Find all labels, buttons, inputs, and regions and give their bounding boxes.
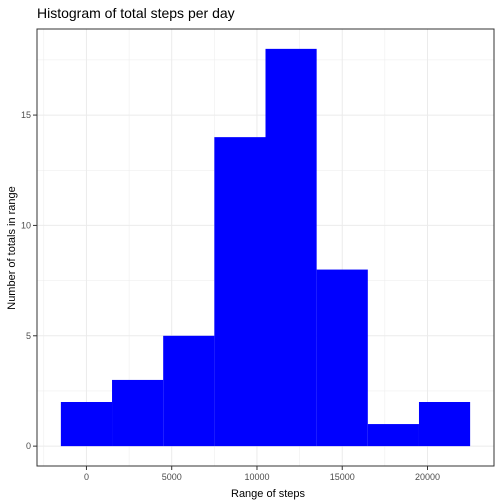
histogram-bar: [214, 137, 266, 447]
x-tick-label: 15000: [330, 472, 355, 482]
axes: 0 5000 10000 15000 20000 0 5 10 15: [21, 110, 440, 482]
x-tick-label: 5000: [162, 472, 182, 482]
histogram-bar: [60, 401, 113, 447]
bars: [60, 48, 471, 447]
x-tick-label: 20000: [415, 472, 440, 482]
panel-border: [36, 28, 495, 467]
histogram-bar: [265, 48, 317, 447]
histogram-bar: [163, 335, 215, 447]
x-tick-label: 10000: [244, 472, 269, 482]
y-tick-label: 10: [21, 220, 31, 230]
histogram-bar: [418, 401, 471, 447]
chart-title: Histogram of total steps per day: [37, 5, 235, 21]
histogram-bar: [367, 424, 419, 447]
histogram-bar: [316, 269, 368, 447]
y-tick-label: 15: [21, 110, 31, 120]
y-axis-title: Number of totals in range: [6, 186, 18, 310]
histogram-bar: [112, 379, 164, 447]
x-axis-title: Range of steps: [231, 488, 305, 500]
y-tick-label: 0: [26, 441, 31, 451]
x-tick-label: 0: [84, 472, 89, 482]
y-tick-label: 5: [26, 331, 31, 341]
